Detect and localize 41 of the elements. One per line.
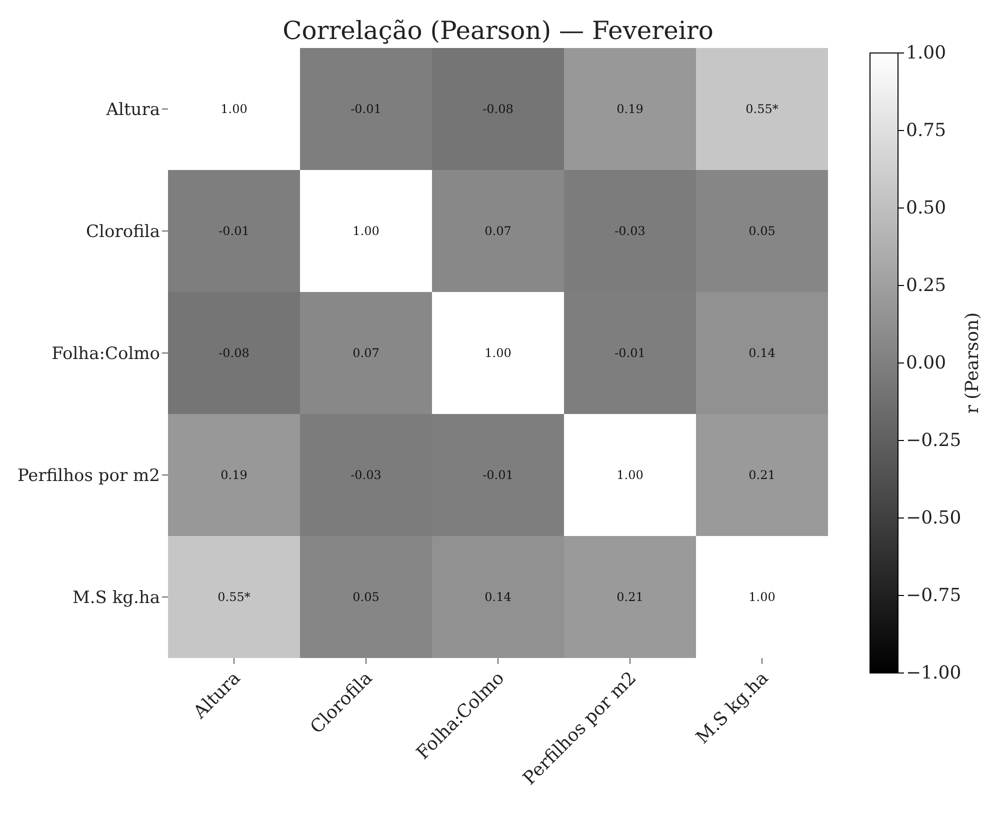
color-bar-label: 0.75 [906,120,946,141]
y-tick-label: Perfilhos por m2 [17,466,160,486]
data-label: -0.01 [482,468,514,482]
data-label: 0.14 [748,346,776,360]
y-tick-label: Folha:Colmo [52,344,160,364]
data-label: 1.00 [484,346,512,360]
data-label: 1.00 [616,468,644,482]
y-tick-label: M.S kg.ha [72,588,160,608]
data-label: -0.01 [350,102,382,116]
data-label: 0.07 [352,346,380,360]
data-label: 1.00 [748,590,776,604]
color-bar-label: 0.25 [906,275,946,296]
data-label: 0.21 [616,590,644,604]
color-bar-label: 0.00 [906,352,946,374]
chart-title: Correlação (Pearson) — Fevereiro [282,16,714,45]
data-label: 0.05 [748,224,776,238]
y-tick-label: Altura [105,100,160,120]
data-label: -0.01 [614,346,646,360]
data-label: -0.03 [614,224,646,238]
data-label: 0.07 [484,224,512,238]
data-label: -0.03 [350,468,382,482]
data-label: 1.00 [352,224,380,238]
color-bar-title: r (Pearson) [962,312,983,414]
data-label: 0.19 [220,468,248,482]
data-label: -0.01 [218,224,250,238]
color-bar-label: −0.50 [906,508,962,528]
data-label: 1.00 [220,102,248,116]
color-bar-label: 0.50 [906,198,946,218]
data-label: 0.21 [748,468,776,482]
data-label: 0.14 [484,590,512,604]
data-label: -0.08 [482,102,514,116]
data-label: -0.08 [218,346,250,360]
color-bar-label: −0.25 [906,430,962,451]
data-label: 0.19 [616,102,644,116]
color-bar-label: −0.75 [906,585,962,606]
color-bar-label: −1.00 [906,662,962,684]
data-label: 0.05 [352,590,380,604]
y-tick-label: Clorofila [86,222,160,242]
color-bar-label: 1.00 [906,42,946,64]
data-label: 0.55* [218,590,250,604]
data-label: 0.55* [746,102,778,116]
